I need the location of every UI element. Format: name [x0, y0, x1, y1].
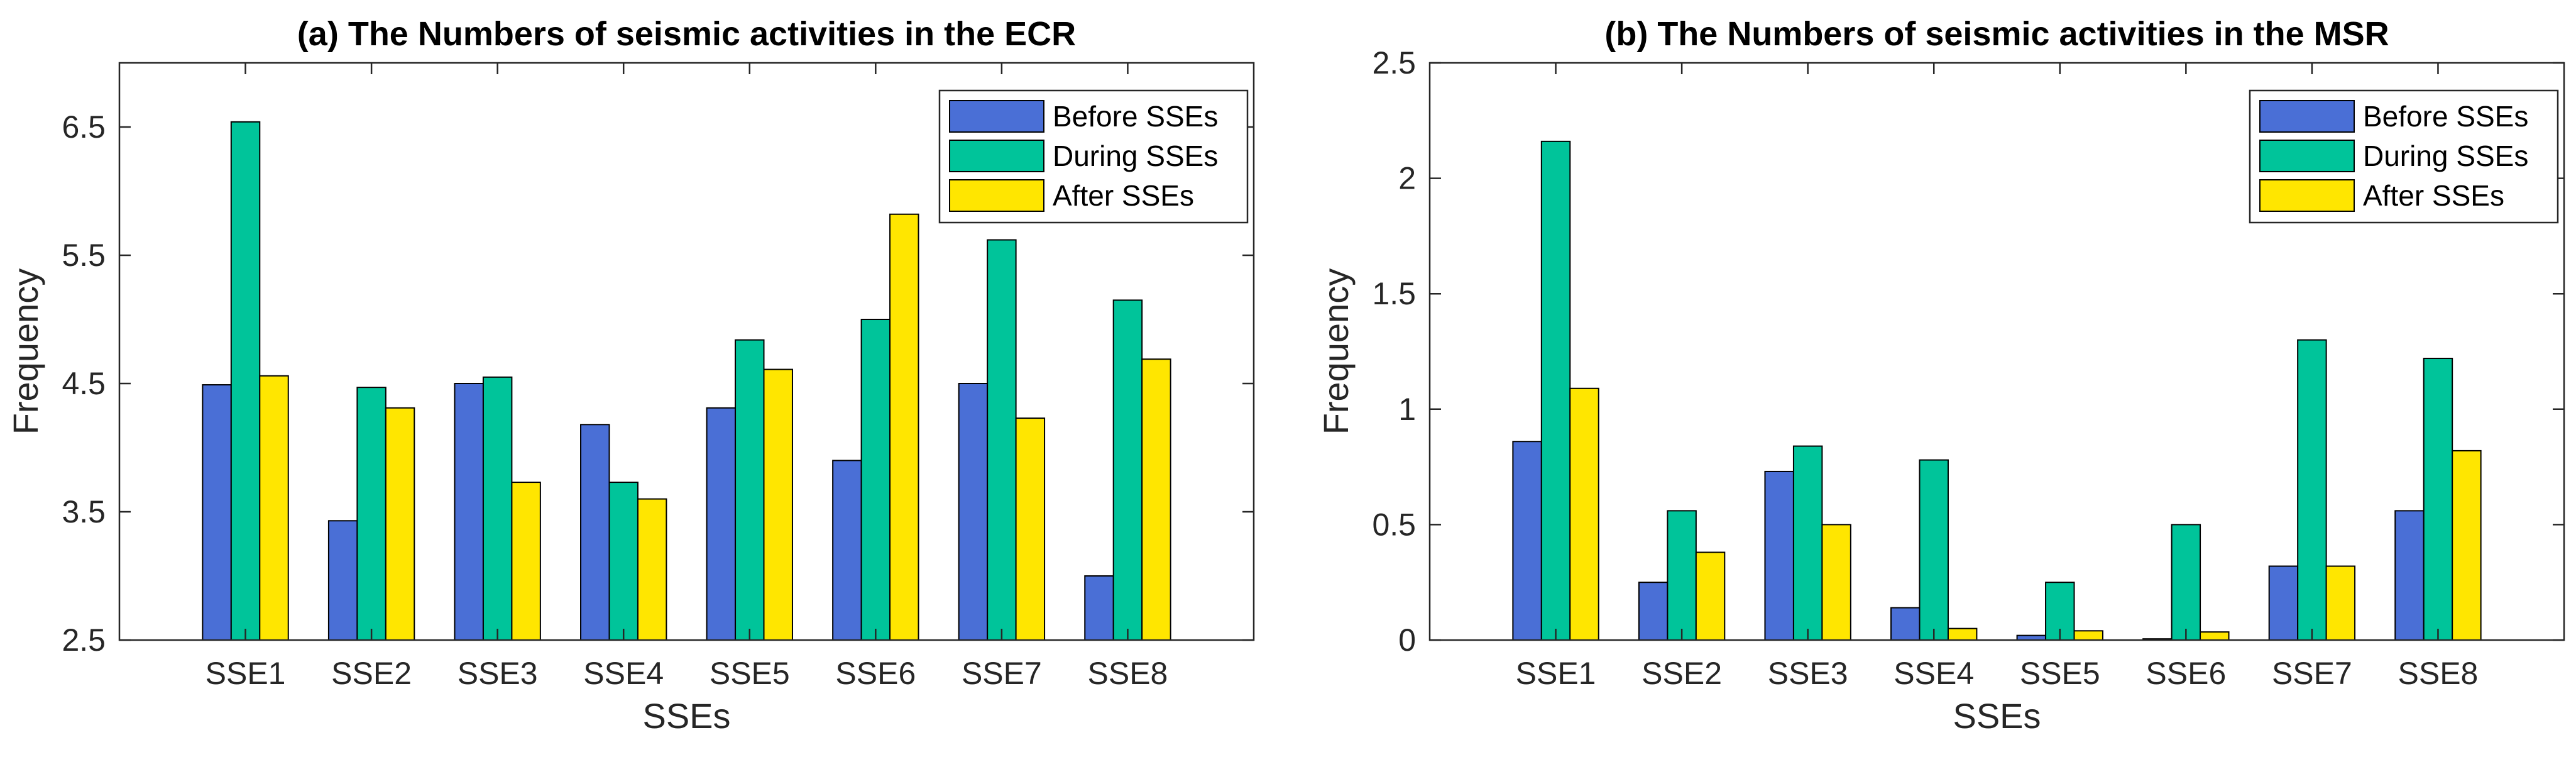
- bar-a-sse3-2: [511, 482, 541, 641]
- chart-title-a: (a) The Numbers of seismic activities in…: [297, 15, 1076, 53]
- bar-b-sse8-0: [2394, 510, 2425, 641]
- x-tick-label-b: SSE3: [1768, 656, 1848, 691]
- plot-area-b: [1428, 62, 2565, 641]
- legend-swatch-a-0: [949, 100, 1044, 133]
- y-tick-label-b: 0: [1398, 622, 1416, 658]
- legend-b: Before SSEs During SSEs After SSEs: [2249, 89, 2559, 224]
- chart-title-b: (b) The Numbers of seismic activities in…: [1604, 15, 2389, 53]
- y-tick-label-a: 4.5: [62, 366, 106, 401]
- bar-b-sse2-0: [1638, 582, 1669, 641]
- bar-b-sse7-1: [2297, 339, 2327, 641]
- legend-label-b-1: During SSEs: [2363, 140, 2528, 172]
- bar-b-sse5-2: [2073, 630, 2103, 641]
- bar-a-sse2-2: [385, 407, 415, 641]
- bar-b-sse2-1: [1667, 510, 1697, 641]
- bar-a-sse4-1: [608, 482, 639, 641]
- legend-label-a-2: After SSEs: [1053, 179, 1194, 212]
- y-tick-label-b: 0.5: [1372, 507, 1416, 542]
- bar-b-sse3-0: [1764, 470, 1794, 641]
- bar-a-sse4-2: [637, 498, 667, 641]
- legend-swatch-b-0: [2259, 100, 2355, 133]
- x-tick-label-a: SSE1: [206, 656, 286, 691]
- x-tick-label-a: SSE2: [331, 656, 412, 691]
- x-tick-label-b: SSE2: [1642, 656, 1722, 691]
- legend-a: Before SSEs During SSEs After SSEs: [938, 89, 1249, 224]
- bar-a-sse7-0: [958, 383, 989, 641]
- bar-a-sse7-1: [987, 239, 1017, 641]
- bar-a-sse2-0: [327, 520, 358, 641]
- y-tick-label-a: 2.5: [62, 622, 106, 658]
- bar-b-sse1-2: [1569, 387, 1599, 641]
- legend-swatch-b-2: [2259, 179, 2355, 212]
- y-tick-label-a: 5.5: [62, 238, 106, 273]
- x-axis-label-a: SSEs: [642, 696, 730, 736]
- bar-b-sse4-2: [1947, 627, 1978, 641]
- bar-b-sse7-2: [2325, 565, 2356, 641]
- bar-a-sse5-1: [735, 339, 765, 641]
- bar-a-sse3-1: [482, 376, 513, 641]
- bar-a-sse1-1: [230, 121, 261, 641]
- chart-panel-a: (a) The Numbers of seismic activities in…: [6, 15, 1255, 736]
- bar-a-sse6-0: [832, 460, 862, 641]
- y-tick-label-a: 3.5: [62, 494, 106, 529]
- bar-a-sse3-0: [454, 383, 484, 641]
- legend-label-a-0: Before SSEs: [1053, 100, 1218, 133]
- bar-a-sse8-0: [1084, 575, 1114, 641]
- bar-b-sse8-2: [2452, 450, 2482, 641]
- x-tick-label-b: SSE1: [1516, 656, 1596, 691]
- bar-a-sse6-2: [889, 213, 919, 641]
- legend-label-a-1: During SSEs: [1053, 140, 1218, 172]
- plot-area-a: [118, 62, 1255, 641]
- y-tick-label-b: 2.5: [1372, 45, 1416, 80]
- x-tick-label-a: SSE5: [710, 656, 790, 691]
- bar-b-sse2-2: [1695, 551, 1726, 641]
- bar-b-sse7-0: [2268, 565, 2299, 641]
- bar-b-sse1-0: [1512, 441, 1542, 641]
- x-tick-label-a: SSE6: [835, 656, 916, 691]
- bar-a-sse1-2: [259, 375, 289, 641]
- bar-b-sse6-1: [2171, 524, 2201, 641]
- x-tick-label-a: SSE7: [962, 656, 1042, 691]
- legend-swatch-a-2: [949, 179, 1044, 212]
- legend-label-b-0: Before SSEs: [2363, 100, 2528, 133]
- bar-b-sse4-1: [1919, 459, 1949, 641]
- bar-a-sse1-0: [202, 384, 232, 641]
- y-axis-label-b: Frequency: [1316, 268, 1356, 435]
- x-tick-label-b: SSE8: [2398, 656, 2479, 691]
- x-tick-label-b: SSE7: [2272, 656, 2352, 691]
- legend-swatch-b-1: [2259, 140, 2355, 172]
- bar-b-sse8-1: [2423, 358, 2453, 641]
- x-tick-label-b: SSE5: [2020, 656, 2100, 691]
- bar-a-sse6-1: [860, 319, 891, 641]
- y-axis-label-a: Frequency: [6, 268, 45, 435]
- x-tick-label-b: SSE6: [2146, 656, 2226, 691]
- x-tick-label-a: SSE3: [458, 656, 538, 691]
- bar-b-sse4-0: [1890, 607, 1921, 641]
- y-tick-label-b: 1: [1398, 392, 1416, 427]
- y-tick-label-b: 1.5: [1372, 276, 1416, 311]
- bar-b-sse1-1: [1540, 140, 1571, 641]
- legend-label-b-2: After SSEs: [2363, 179, 2504, 212]
- bar-b-sse3-1: [1792, 445, 1823, 641]
- x-tick-label-a: SSE8: [1088, 656, 1168, 691]
- bar-a-sse5-0: [706, 407, 737, 641]
- x-tick-label-b: SSE4: [1894, 656, 1974, 691]
- chart-panel-b: (b) The Numbers of seismic activities in…: [1316, 15, 2565, 736]
- bar-a-sse7-2: [1015, 417, 1046, 641]
- bar-b-sse6-2: [2200, 631, 2230, 641]
- x-axis-label-b: SSEs: [1953, 696, 2041, 736]
- bar-a-sse2-1: [356, 387, 386, 641]
- x-tick-label-a: SSE4: [583, 656, 664, 691]
- bar-a-sse4-0: [580, 424, 610, 641]
- bar-a-sse8-1: [1112, 299, 1143, 641]
- bar-b-sse3-2: [1821, 524, 1851, 641]
- bar-a-sse8-2: [1141, 358, 1171, 641]
- y-tick-label-b: 2: [1398, 161, 1416, 196]
- bar-a-sse5-2: [763, 368, 793, 641]
- legend-swatch-a-1: [949, 140, 1044, 172]
- y-tick-label-a: 6.5: [62, 109, 106, 145]
